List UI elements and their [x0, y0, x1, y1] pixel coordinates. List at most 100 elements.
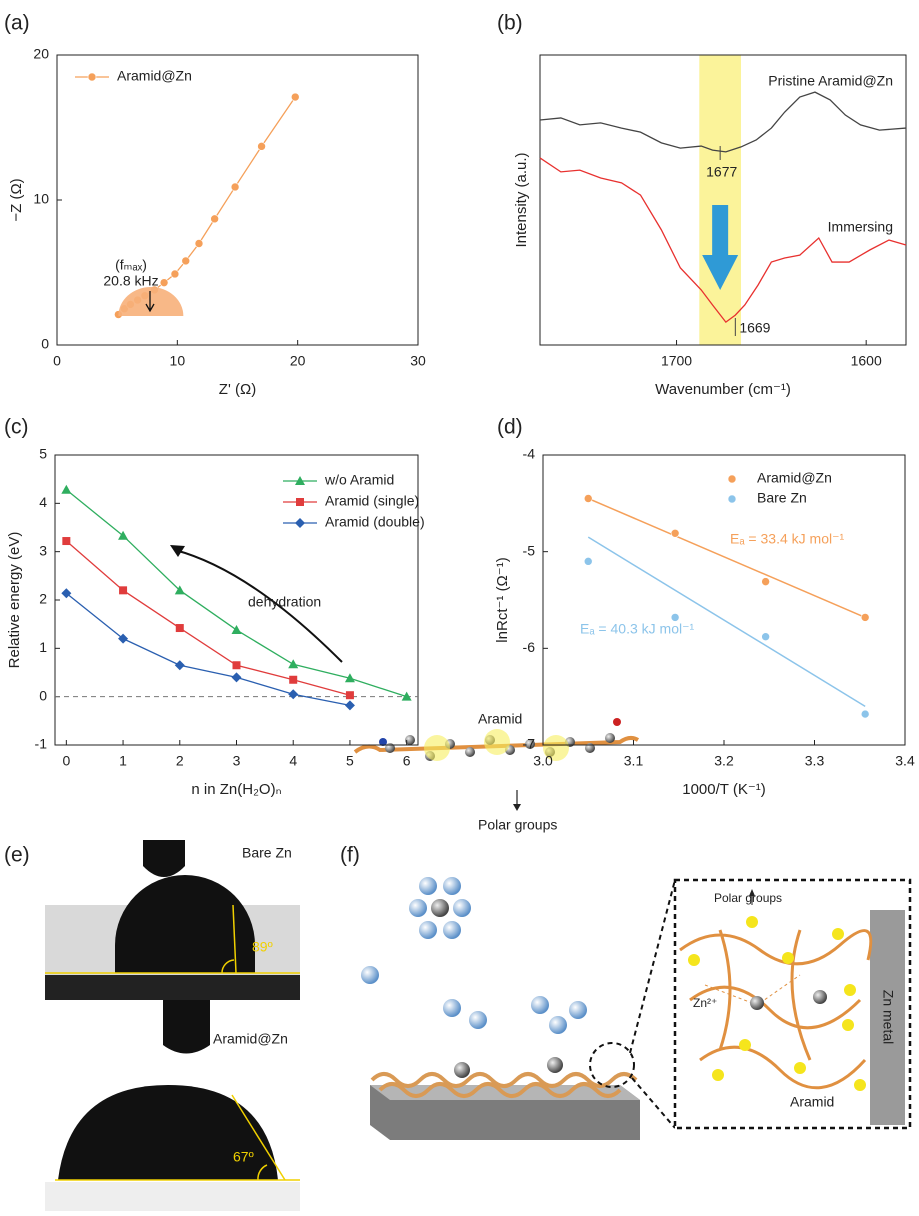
plot-frame — [539, 54, 907, 346]
marker — [181, 256, 191, 266]
zn-ion — [547, 1057, 563, 1073]
arrow — [174, 549, 343, 663]
marker — [295, 518, 305, 528]
x-tick-label: 10 — [170, 353, 186, 369]
x-tick-label: 2 — [176, 753, 184, 769]
annotation: dehydration — [248, 594, 321, 610]
zoom-line — [631, 1077, 676, 1129]
annotation: Eₐ = 33.4 kJ mol⁻¹ — [730, 531, 844, 547]
y-tick-label: -5 — [523, 542, 536, 558]
marker — [761, 577, 770, 586]
coordination — [704, 974, 801, 1004]
y-tick-label: 2 — [39, 591, 47, 607]
o-atom — [613, 718, 621, 726]
panel-label: (a) — [4, 12, 30, 35]
zn-ion — [454, 1062, 470, 1078]
annotation: 20.8 kHz — [103, 273, 158, 289]
plot-frame — [56, 54, 419, 346]
panel-label: (d) — [497, 416, 523, 439]
x-axis-label: Z' (Ω) — [219, 381, 256, 398]
polar-highlights — [424, 729, 569, 761]
schematic: Aramid Polar groups Zn metal Polar group… — [353, 711, 912, 1140]
legend-label: Aramid@Zn — [117, 68, 192, 84]
n-atom — [379, 738, 387, 746]
inset-label: Zn metal — [880, 990, 896, 1044]
angle: 89º — [252, 939, 273, 955]
y-axis-label: lnRct⁻¹ (Ω⁻¹) — [494, 557, 511, 642]
x-axis-label: 1000/T (K⁻¹) — [682, 781, 766, 798]
y-axis-label: Relative energy (eV) — [6, 532, 23, 669]
annotation: Eₐ = 40.3 kJ mol⁻¹ — [580, 621, 694, 637]
marker — [288, 659, 299, 669]
marker — [289, 675, 298, 684]
angle-arc — [257, 1164, 268, 1181]
marker — [62, 537, 71, 546]
marker — [290, 92, 300, 102]
marker — [670, 528, 680, 538]
marker — [583, 557, 593, 566]
legend-label: Bare Zn — [757, 490, 807, 506]
marker — [583, 494, 593, 503]
tangent — [231, 1094, 286, 1181]
molecule-label: Aramid — [478, 711, 522, 727]
y-tick-label: -1 — [35, 736, 48, 752]
x-tick-label: 0 — [62, 753, 70, 769]
arrow — [702, 205, 739, 290]
peak-label: 1669 — [739, 320, 770, 336]
marker — [119, 586, 128, 595]
zn-ion — [431, 899, 449, 917]
marker — [230, 182, 240, 192]
marker — [727, 494, 737, 504]
zoom-line — [629, 879, 676, 1054]
panel-label: (c) — [4, 416, 29, 439]
angle-arc — [221, 959, 235, 974]
plot-frame — [542, 454, 906, 746]
legend-label: w/o Aramid — [324, 472, 394, 488]
x-axis-label: n in Zn(H₂O)ₙ — [191, 781, 281, 798]
aramid-layer — [370, 1072, 638, 1098]
marker — [345, 691, 354, 700]
marker — [118, 633, 129, 644]
series-line — [539, 157, 907, 323]
marker — [296, 498, 304, 506]
zn-metal — [870, 910, 905, 1125]
inset-label: Zn²⁺ — [693, 996, 717, 1010]
polar-sites — [688, 916, 866, 1091]
zn-ion — [750, 996, 764, 1010]
x-tick-label: 3.1 — [624, 753, 644, 769]
marker — [194, 239, 204, 248]
marker — [231, 624, 242, 634]
legend-label: Aramid (single) — [325, 493, 419, 509]
highlight-band — [699, 55, 742, 345]
legend-label: Aramid@Zn — [757, 470, 832, 486]
peak-label: 1677 — [706, 164, 737, 180]
panel-label: (b) — [497, 12, 523, 35]
marker — [860, 709, 870, 719]
y-tick-label: -6 — [523, 639, 536, 655]
y-tick-label: -4 — [523, 446, 536, 462]
x-tick-label: 0 — [53, 353, 61, 369]
x-tick-label: 3.4 — [895, 753, 915, 769]
marker — [727, 474, 737, 484]
inset-label: Polar groups — [714, 891, 782, 905]
photo-label: Bare Zn — [242, 845, 292, 861]
x-tick-label: 5 — [346, 753, 354, 769]
panel-label: (f) — [340, 844, 360, 867]
y-tick-label: 10 — [33, 191, 49, 207]
marker — [170, 269, 180, 279]
y-axis-label: −Z (Ω) — [8, 178, 25, 221]
x-tick-label: 20 — [290, 353, 306, 369]
marker — [118, 530, 129, 540]
series-line — [65, 592, 351, 707]
x-tick-label: 3.0 — [533, 753, 553, 769]
zoom-circle — [589, 1042, 635, 1088]
marker — [288, 689, 299, 700]
marker — [159, 278, 169, 287]
series-label: Immersing — [828, 219, 893, 235]
marker — [231, 672, 242, 683]
semicircle — [118, 287, 184, 316]
x-tick-label: 6 — [403, 753, 411, 769]
water-spheres — [361, 877, 587, 1034]
series-line — [587, 536, 866, 707]
